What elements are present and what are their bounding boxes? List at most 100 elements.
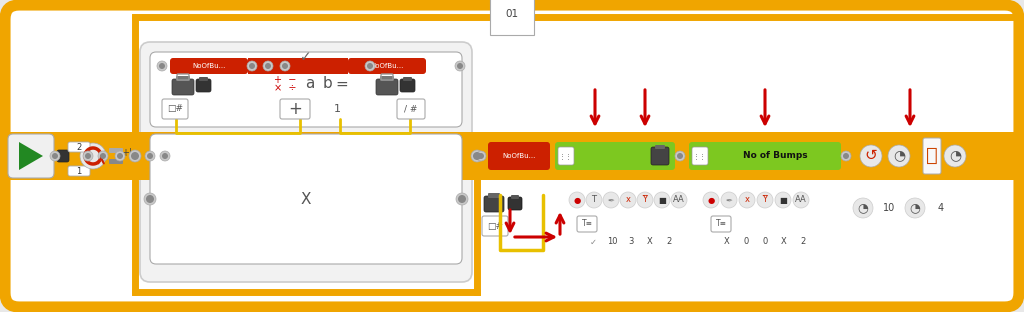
Circle shape [793,192,809,208]
Circle shape [280,61,290,71]
Text: 3: 3 [629,237,634,246]
FancyBboxPatch shape [5,132,1019,180]
FancyBboxPatch shape [199,77,208,81]
Circle shape [843,153,849,159]
Text: 10: 10 [607,237,617,246]
FancyBboxPatch shape [484,196,504,212]
Circle shape [100,153,106,159]
Text: 1: 1 [334,104,341,114]
Text: ⧗: ⧗ [926,145,938,164]
FancyBboxPatch shape [923,138,941,174]
Circle shape [115,151,125,161]
Circle shape [757,192,773,208]
FancyBboxPatch shape [162,99,188,119]
Text: NoOfBu...: NoOfBu... [371,63,403,69]
Text: Y̅: Y̅ [642,196,647,204]
Text: 2: 2 [801,237,806,246]
Circle shape [160,151,170,161]
FancyBboxPatch shape [8,134,54,178]
FancyBboxPatch shape [109,159,123,164]
Circle shape [50,151,60,161]
Circle shape [162,153,168,159]
Circle shape [603,192,618,208]
Text: 2: 2 [77,143,82,152]
Circle shape [147,153,153,159]
FancyBboxPatch shape [558,147,574,165]
FancyBboxPatch shape [248,58,348,74]
Circle shape [671,192,687,208]
Circle shape [888,145,910,167]
Polygon shape [19,142,43,170]
Text: X: X [781,237,786,246]
Text: a: a [305,76,314,91]
Text: +: + [288,100,302,118]
Circle shape [458,195,466,203]
Text: ◔: ◔ [909,202,921,215]
Text: AA: AA [673,196,685,204]
Circle shape [265,63,271,69]
FancyBboxPatch shape [397,99,425,119]
Text: ✓: ✓ [300,50,312,64]
Circle shape [146,195,154,203]
FancyBboxPatch shape [140,42,472,282]
Circle shape [98,151,108,161]
FancyBboxPatch shape [348,58,426,74]
Text: +  −: + − [273,75,296,85]
FancyBboxPatch shape [692,147,708,165]
Circle shape [365,61,375,71]
Circle shape [367,63,373,69]
Text: X: X [301,192,311,207]
Text: AA: AA [795,196,807,204]
FancyBboxPatch shape [555,142,675,170]
FancyBboxPatch shape [508,197,522,210]
Text: =: = [336,76,348,91]
FancyBboxPatch shape [172,79,194,95]
Text: ●: ● [573,196,581,204]
Text: ■: ■ [658,196,666,204]
Circle shape [263,61,273,71]
Circle shape [586,192,602,208]
FancyBboxPatch shape [380,76,394,81]
FancyBboxPatch shape [655,145,665,149]
FancyBboxPatch shape [488,142,550,170]
FancyBboxPatch shape [109,148,123,153]
FancyBboxPatch shape [488,193,500,198]
Circle shape [775,192,791,208]
FancyBboxPatch shape [400,79,415,92]
Text: ↺: ↺ [864,148,878,163]
Circle shape [739,192,755,208]
Circle shape [721,192,737,208]
Circle shape [247,61,257,71]
Circle shape [117,153,123,159]
Text: 0: 0 [743,237,749,246]
Text: +|: +| [122,148,133,158]
Text: ◔: ◔ [949,148,962,162]
Circle shape [476,151,486,161]
FancyBboxPatch shape [150,134,462,264]
Circle shape [620,192,636,208]
Circle shape [144,193,156,205]
FancyBboxPatch shape [711,216,731,232]
Circle shape [145,151,155,161]
Text: ⋮⋮: ⋮⋮ [559,153,573,159]
Circle shape [456,193,468,205]
FancyBboxPatch shape [470,132,484,180]
Circle shape [455,61,465,71]
Circle shape [129,150,141,162]
Text: b: b [323,76,332,91]
Circle shape [569,192,585,208]
FancyBboxPatch shape [57,150,69,162]
Circle shape [677,153,683,159]
Text: ×  ÷: × ÷ [273,83,296,93]
Text: ◔: ◔ [857,202,868,215]
FancyBboxPatch shape [150,52,462,127]
Circle shape [703,192,719,208]
Text: Y̅: Y̅ [763,196,768,204]
Circle shape [457,63,463,69]
Text: No of Bumps: No of Bumps [742,152,807,160]
FancyBboxPatch shape [482,216,508,236]
Text: x: x [744,196,750,204]
Circle shape [637,192,653,208]
Circle shape [478,153,484,159]
Text: NoOfBu...: NoOfBu... [503,153,536,159]
